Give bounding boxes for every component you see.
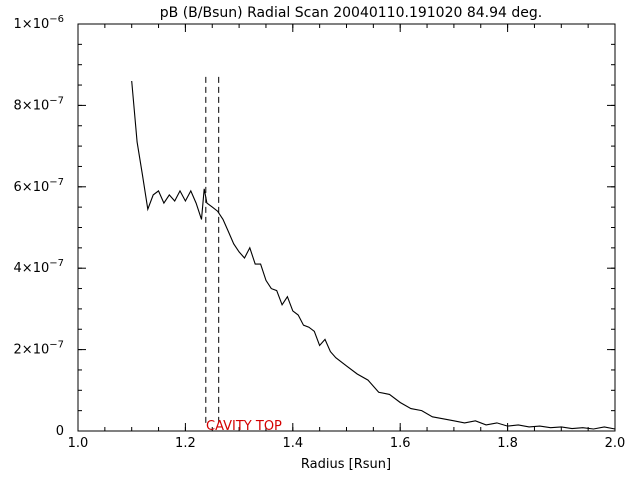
x-tick-label: 1.0 <box>68 436 89 451</box>
y-tick-label: 6×10−7 <box>14 177 64 195</box>
x-tick-label: 1.8 <box>497 436 518 451</box>
plot-frame <box>77 23 616 432</box>
series-line <box>131 80 616 430</box>
y-axis: 0 2×10−7 4×10−7 6×10−7 8×10−7 1×10−6 <box>14 14 615 439</box>
x-tick-label: 1.2 <box>175 436 196 451</box>
cavity-top-label: CAVITY TOP <box>206 419 282 434</box>
y-tick-label: 0 <box>56 424 64 439</box>
y-tick-label: 2×10−7 <box>14 340 64 358</box>
x-tick-label: 1.4 <box>282 436 303 451</box>
cavity-markers <box>205 76 220 425</box>
x-tick-label: 1.6 <box>390 436 411 451</box>
x-tick-label: 2.0 <box>605 436 626 451</box>
x-axis: 1.0 1.2 1.4 1.6 1.8 2.0 <box>68 24 626 451</box>
y-tick-label: 1×10−6 <box>14 14 64 32</box>
y-tick-label: 4×10−7 <box>14 258 64 276</box>
x-axis-label: Radius [Rsun] <box>301 457 391 472</box>
chart-title: pB (B/Bsun) Radial Scan 20040110.191020 … <box>160 5 542 21</box>
y-tick-label: 8×10−7 <box>14 95 64 113</box>
